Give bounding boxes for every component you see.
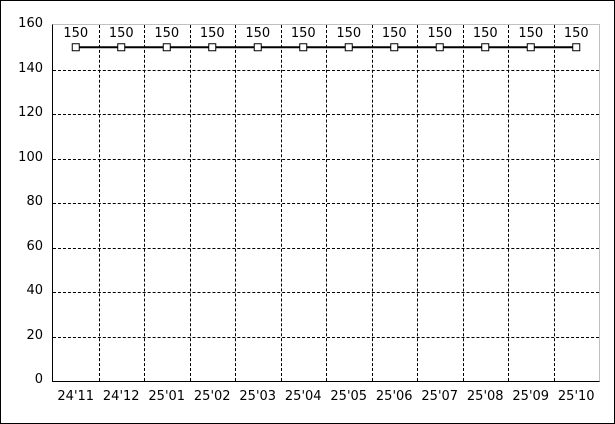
gridline-x-11 [553, 25, 555, 381]
x-tick-label-7: 25'06 [375, 389, 413, 404]
y-tick-label-0: 0 [34, 372, 43, 387]
series-line [71, 43, 581, 52]
x-tick-label-0: 24'11 [57, 389, 95, 404]
x-tick-label-3: 25'02 [193, 389, 231, 404]
x-tick-label-1: 24'12 [102, 389, 140, 404]
data-point-marker-10 [526, 43, 535, 52]
x-tick-label-9: 25'08 [466, 389, 504, 404]
x-tick-label-4: 25'03 [239, 389, 277, 404]
x-tick-label-6: 25'05 [330, 389, 368, 404]
x-tick-label-10: 25'09 [512, 389, 550, 404]
point-value-label-11: 150 [563, 26, 589, 41]
y-tick-label-40: 40 [26, 283, 43, 298]
y-tick-label-120: 120 [18, 105, 43, 120]
point-value-label-1: 150 [108, 26, 134, 41]
gridline-x-3 [189, 25, 191, 381]
point-value-label-8: 150 [427, 26, 453, 41]
gridline-x-1 [98, 25, 100, 381]
plot-area: 150 150 150 150 150 150 150 150 150 150 150 150 [52, 24, 600, 382]
data-point-marker-8 [435, 43, 444, 52]
data-point-marker-4 [253, 43, 262, 52]
x-tick-label-8: 25'07 [421, 389, 459, 404]
point-value-label-9: 150 [472, 26, 498, 41]
y-tick-label-20: 20 [26, 327, 43, 343]
y-tick-label-140: 140 [18, 60, 43, 76]
gridline-x-5 [280, 25, 282, 381]
y-tick-label-100: 100 [18, 149, 43, 165]
point-value-label-6: 150 [336, 26, 362, 41]
point-value-label-0: 150 [63, 26, 89, 41]
data-point-marker-5 [299, 43, 308, 52]
point-value-label-2: 150 [154, 26, 180, 41]
point-value-label-3: 150 [199, 26, 225, 41]
x-tick-label-11: 25'10 [557, 389, 595, 404]
data-point-marker-11 [572, 43, 581, 52]
gridline-x-7 [371, 25, 373, 381]
data-point-marker-9 [481, 43, 490, 52]
y-tick-label-80: 80 [26, 194, 43, 209]
point-value-label-5: 150 [290, 26, 316, 41]
x-tick-label-2: 25'01 [148, 389, 186, 404]
data-point-marker-3 [208, 43, 217, 52]
data-point-marker-2 [162, 43, 171, 52]
gridline-x-6 [326, 25, 327, 381]
data-point-marker-6 [344, 43, 353, 52]
point-value-label-7: 150 [381, 26, 407, 41]
gridline-x-9 [462, 25, 464, 381]
data-point-marker-7 [390, 43, 399, 52]
gridline-x-2 [144, 25, 145, 381]
y-tick-label-60: 60 [26, 238, 43, 254]
point-value-label-4: 150 [245, 26, 271, 41]
point-value-label-10: 150 [518, 26, 544, 41]
gridline-x-8 [417, 25, 418, 381]
data-point-marker-1 [117, 43, 126, 52]
gridline-x-10 [508, 25, 509, 381]
y-tick-label-160: 160 [18, 16, 43, 31]
gridline-x-4 [235, 25, 236, 381]
data-point-marker-0 [71, 43, 80, 52]
x-tick-label-5: 25'04 [284, 389, 322, 404]
